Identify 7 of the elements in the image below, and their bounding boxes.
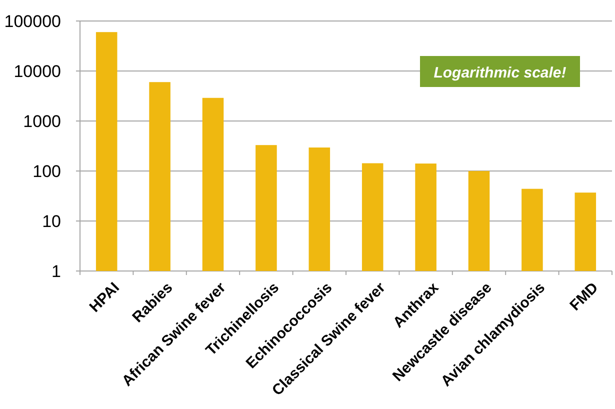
annotation: Logarithmic scale! [434,64,566,82]
y-tick-label: 10000 [14,62,61,81]
y-tick-label: 100 [32,162,61,181]
y-tick-label: 100000 [4,12,61,31]
y-tick-label: 10 [42,212,61,231]
y-tick-label: 1 [52,262,61,281]
y-tick-label: 1000 [23,112,61,131]
